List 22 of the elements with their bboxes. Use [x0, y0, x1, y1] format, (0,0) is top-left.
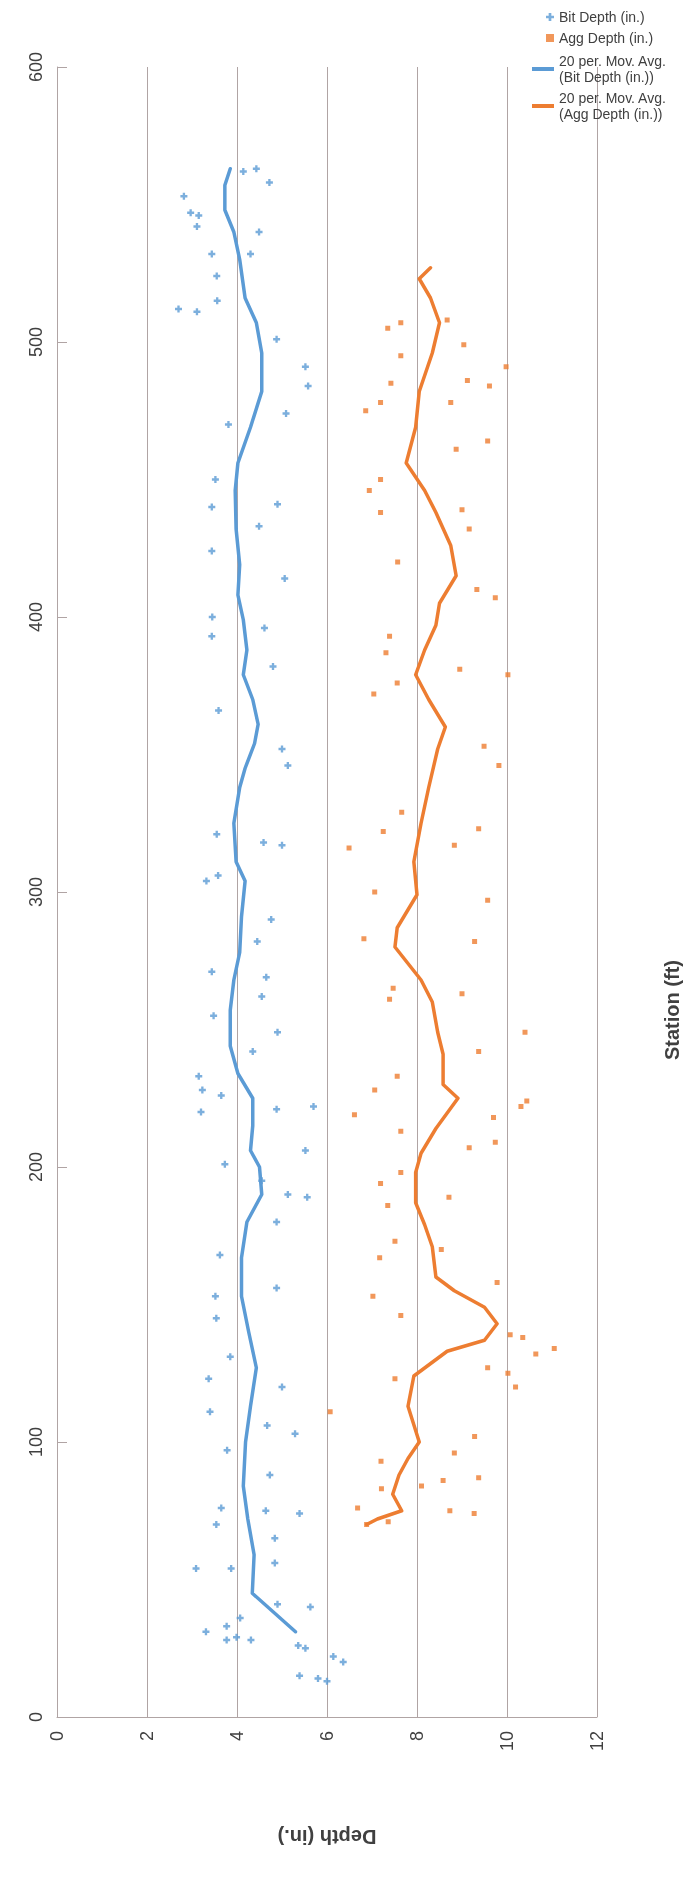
y-tick-label: 500: [26, 326, 46, 358]
y-tick-label: 100: [26, 1426, 46, 1458]
y-tick-label: 0: [26, 1711, 46, 1723]
line-series: [364, 266, 499, 1527]
legend-label: Agg Depth (in.): [559, 30, 654, 46]
x-tick-label: 6: [317, 1731, 337, 1742]
x-tick-label: 10: [497, 1731, 517, 1752]
x-tick-label: 2: [137, 1731, 157, 1742]
y-tick-label: 200: [26, 1151, 46, 1183]
x-axis-title: Depth (in.): [277, 1826, 377, 1848]
y-tick-label: 400: [26, 601, 46, 633]
legend-label: 20 per. Mov. Avg. (Bit Depth (in.)): [559, 53, 670, 85]
x-tick-label: 8: [407, 1731, 427, 1742]
y-tick-label: 300: [26, 876, 46, 908]
y-axis-title: Station (ft): [661, 960, 683, 1060]
legend-label: Bit Depth (in.): [559, 9, 645, 25]
x-tick-label: 12: [587, 1731, 607, 1752]
x-tick-label: 4: [227, 1731, 247, 1742]
x-tick-label: 0: [47, 1731, 67, 1742]
y-tick-label: 600: [26, 51, 46, 83]
legend-label: 20 per. Mov. Avg. (Agg Depth (in.)): [559, 90, 670, 122]
line-series: [223, 167, 298, 1634]
